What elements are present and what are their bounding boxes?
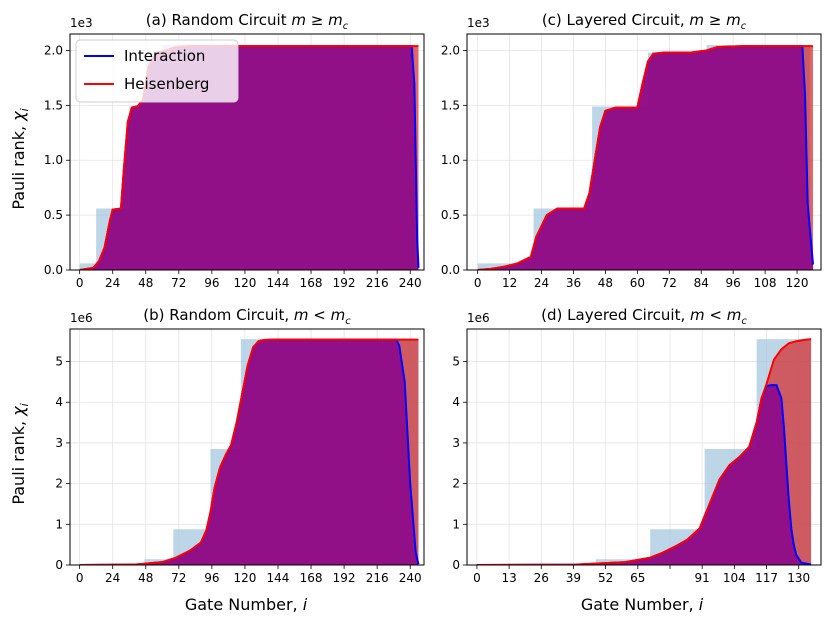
plot-area [79, 338, 420, 565]
x-tick-label: 48 [598, 276, 613, 290]
y-tick-label: 4 [452, 395, 460, 409]
y-tick-label: 2.0 [44, 43, 63, 57]
x-tick-label: 216 [366, 571, 389, 585]
x-tick-label: 26 [534, 571, 549, 585]
y-tick-label: 3 [452, 436, 460, 450]
x-tick-label: 96 [204, 571, 219, 585]
x-tick-label: 240 [399, 571, 422, 585]
x-tick-label: 48 [138, 276, 153, 290]
y-tick-label: 4 [55, 395, 63, 409]
panel-d-layered-circuit-small-m: 0 13 26 39 52 65 91 104 117 130 0 1 2 3 4 5 1e6 (d) Layer… [452, 306, 822, 585]
x-tick-label: 120 [233, 571, 256, 585]
axes-frame [69, 328, 425, 566]
panel-c-layered-circuit-large-m: 0 12 24 36 48 60 72 84 96 108 120 0.0 0.5 1.0 1.5 2.0 1e… [441, 11, 822, 290]
plot-area [476, 338, 812, 565]
axes-frame [466, 328, 822, 566]
x-tick-label: 60 [630, 276, 645, 290]
y-tick-label: 1.0 [441, 153, 460, 167]
x-tick-label: 120 [786, 276, 809, 290]
x-tick-label: 72 [662, 276, 677, 290]
x-tick-label: 120 [233, 276, 256, 290]
x-tick-label: 52 [598, 571, 613, 585]
x-tick-label: 39 [566, 571, 581, 585]
y-tick-label: 5 [452, 355, 460, 369]
plot-area [477, 44, 815, 270]
y-tick-label: 2 [452, 477, 460, 491]
x-tick-label: 117 [755, 571, 778, 585]
y-tick-label: 0.5 [44, 208, 63, 222]
x-tick-label: 168 [300, 571, 323, 585]
x-tick-label: 84 [694, 276, 709, 290]
x-tick-label: 0 [76, 571, 84, 585]
x-tick-label: 104 [723, 571, 746, 585]
axis-multiplier: 1e3 [70, 16, 93, 30]
y-tick-label: 1.0 [44, 153, 63, 167]
legend-box [75, 39, 239, 103]
x-tick-label: 0 [474, 276, 482, 290]
panel-title: (d) Layered Circuit, m < mc [541, 306, 747, 327]
x-tick-label: 168 [300, 276, 323, 290]
x-tick-label: 24 [105, 571, 120, 585]
y-tick-label: 0.5 [441, 208, 460, 222]
x-tick-label: 0 [473, 571, 481, 585]
x-tick-label: 24 [534, 276, 549, 290]
x-tick-label: 130 [787, 571, 810, 585]
x-tick-label: 36 [566, 276, 581, 290]
y-tick-label: 0.0 [44, 263, 63, 277]
x-tick-label: 24 [105, 276, 120, 290]
x-tick-label: 13 [501, 571, 516, 585]
x-tick-label: 96 [204, 276, 219, 290]
heisenberg-line [79, 338, 419, 565]
axes-frame [466, 33, 822, 271]
x-tick-label: 192 [333, 276, 356, 290]
y-axis-label-bottom: Pauli rank, χi [9, 403, 31, 504]
axis-multiplier: 1e3 [467, 16, 490, 30]
y-tick-label: 2.0 [441, 43, 460, 57]
legend: Interaction Heisenberg [75, 39, 239, 103]
x-tick-label: 12 [502, 276, 517, 290]
panel-title: (c) Layered Circuit, m ≥ mc [542, 11, 747, 32]
x-axis-label-left: Gate Number, i [185, 595, 308, 614]
x-tick-label: 108 [754, 276, 777, 290]
y-tick-label: 1.5 [441, 98, 460, 112]
y-tick-label: 1 [55, 517, 63, 531]
y-axis-label-top: Pauli rank, χi [9, 108, 31, 209]
x-tick-label: 72 [171, 571, 186, 585]
x-tick-label: 65 [630, 571, 645, 585]
axes-frame [69, 33, 425, 271]
y-tick-label: 3 [55, 436, 63, 450]
y-tick-label: 0 [55, 558, 63, 572]
interaction-area [79, 339, 419, 565]
heisenberg-line [476, 338, 812, 565]
interaction-area [477, 46, 814, 270]
y-tick-label: 5 [55, 355, 63, 369]
x-tick-label: 48 [138, 571, 153, 585]
heisenberg-line [477, 45, 814, 270]
axis-multiplier: 1e6 [467, 311, 490, 325]
legend-label-heisenberg: Heisenberg [124, 75, 209, 93]
panel-b-random-circuit-small-m: 0 24 48 72 96 120 144 168 192 216 240 0 1 2 3 4 5 1e6 (b) … [55, 306, 425, 585]
panel-title: (a) Random Circuit m ≥ mc [146, 11, 349, 32]
x-tick-label: 96 [726, 276, 741, 290]
x-tick-label: 0 [76, 276, 84, 290]
x-tick-label: 216 [366, 276, 389, 290]
x-axis-label-right: Gate Number, i [581, 595, 704, 614]
x-tick-label: 192 [333, 571, 356, 585]
x-tick-label: 144 [267, 571, 290, 585]
axis-multiplier: 1e6 [70, 311, 93, 325]
interaction-area [476, 385, 812, 565]
x-tick-label: 240 [399, 276, 422, 290]
legend-label-interaction: Interaction [124, 47, 205, 65]
y-tick-label: 2 [55, 477, 63, 491]
x-tick-label: 91 [695, 571, 710, 585]
x-tick-label: 72 [171, 276, 186, 290]
panel-title: (b) Random Circuit, m < mc [143, 306, 351, 327]
y-tick-label: 0.0 [441, 263, 460, 277]
y-tick-label: 0 [452, 558, 460, 572]
x-tick-label: 144 [267, 276, 290, 290]
y-tick-label: 1.5 [44, 98, 63, 112]
y-tick-label: 1 [452, 517, 460, 531]
